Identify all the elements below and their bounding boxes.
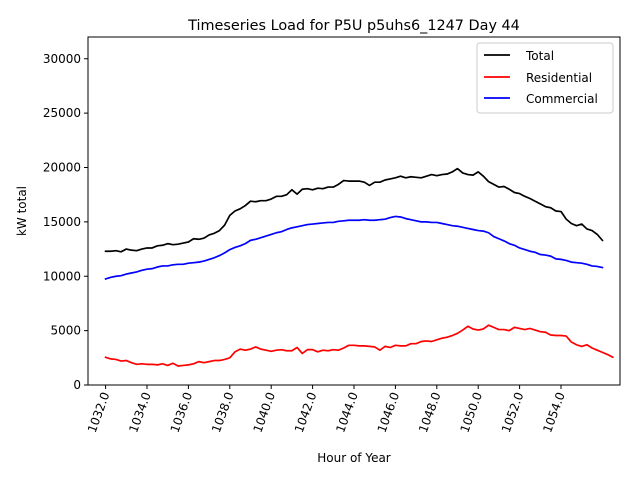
y-tick-label: 25000 [43, 106, 81, 120]
y-tick-label: 5000 [50, 324, 81, 338]
y-tick-label: 30000 [43, 52, 81, 66]
legend: Total Residential Commercial [476, 42, 614, 114]
series-line-total [104, 167, 604, 253]
legend-label-commercial: Commercial [526, 92, 598, 106]
series-layer [104, 167, 614, 367]
axes-frame [87, 36, 621, 386]
y-tick-label: 0 [73, 378, 81, 392]
chart-title: Timeseries Load for P5U p5uhs6_1247 Day … [187, 18, 520, 34]
series-line-residential [104, 324, 614, 367]
y-tick-label: 20000 [43, 161, 81, 175]
x-axis-label: Hour of Year [317, 451, 391, 465]
legend-box [476, 42, 614, 114]
y-tick-label: 15000 [43, 215, 81, 229]
legend-label-total: Total [525, 49, 554, 63]
y-tick-label: 10000 [43, 269, 81, 283]
legend-label-residential: Residential [526, 71, 592, 85]
series-line-commercial [104, 215, 604, 281]
y-axis-label: kW total [15, 186, 29, 236]
